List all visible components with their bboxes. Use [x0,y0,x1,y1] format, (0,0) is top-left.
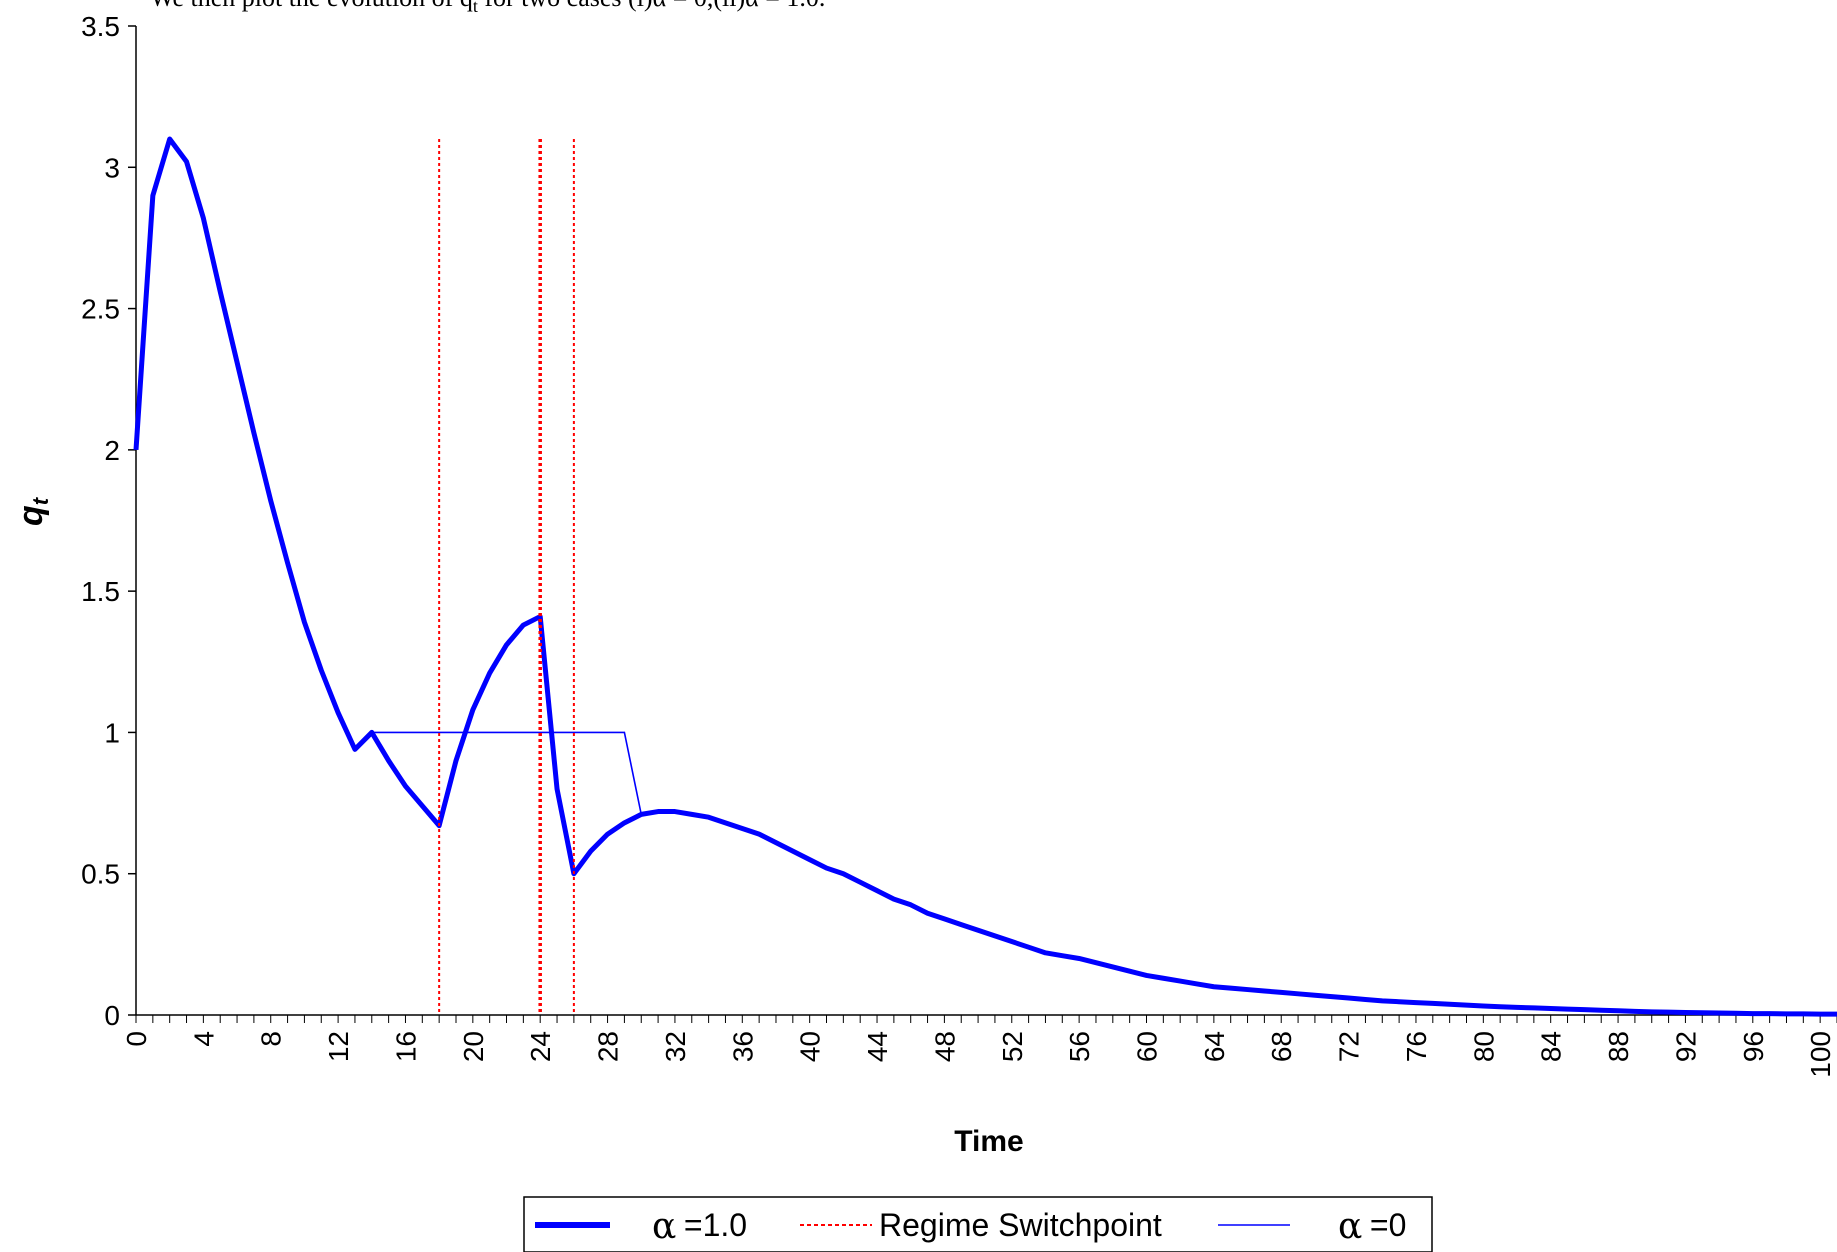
x-tick-label: 4 [188,1031,219,1047]
y-tick-label: 2.5 [81,294,120,325]
y-tick-label: 1 [104,717,120,748]
series-alpha-0-line [371,731,643,815]
x-axis-title: Time [954,1125,1023,1158]
x-tick-label: 76 [1401,1031,1432,1062]
x-tick-label: 68 [1266,1031,1297,1062]
x-tick-label: 52 [997,1031,1028,1062]
x-tick-label: 28 [593,1031,624,1062]
x-tick-label: 96 [1738,1031,1769,1062]
figure-caption: We then plot the evolution of qt for two… [150,0,825,16]
y-axis-title: qt [12,496,53,526]
legend-label-alpha-1: =1.0 [675,1207,747,1243]
x-tick-label: 12 [323,1031,354,1062]
x-tick-label: 8 [256,1031,287,1047]
y-tick-label: 0.5 [81,859,120,890]
x-tick-label: 20 [458,1031,489,1062]
series-layer [133,136,1837,1017]
x-tick-label: 48 [929,1031,960,1062]
legend-label-alpha-0: =0 [1361,1207,1406,1243]
x-tick-label: 24 [525,1031,556,1062]
x-tick-label: 88 [1603,1031,1634,1062]
y-ticks: 0 0.5 1 1.5 2 2.5 3 3.5 [81,11,136,1031]
x-tick-label: 92 [1670,1031,1701,1062]
x-tick-label: 60 [1131,1031,1162,1062]
x-tick-label: 0 [121,1031,152,1047]
x-tick-label: 80 [1468,1031,1499,1062]
legend-alpha-0-symbol: α [1338,1206,1362,1247]
x-tick-label: 40 [795,1031,826,1062]
y-tick-label: 3.5 [81,11,120,42]
y-tick-label: 3 [104,152,120,183]
y-tick-label: 1.5 [81,576,120,607]
legend-alpha-1-symbol: α [652,1206,676,1247]
x-tick-label: 56 [1064,1031,1095,1062]
legend: α =1.0 Regime Switchpoint α =0 [523,1196,1433,1252]
x-tick-label: 36 [727,1031,758,1062]
legend-label-regime-switchpoint: Regime Switchpoint [879,1207,1162,1243]
y-tick-label: 2 [104,435,120,466]
x-tick-label: 100 [1805,1031,1836,1078]
plot-area: 00.511.522.533.5 0 4 8 12 16 20 24 28 32 36 40 44 48… [81,11,1837,1078]
x-tick-label: 16 [390,1031,421,1062]
x-tick-label: 84 [1536,1031,1567,1062]
x-tick-label: 44 [862,1031,893,1062]
x-tick-label: 32 [660,1031,691,1062]
series-alpha-1-line [133,136,1837,1017]
x-ticks: 0 4 8 12 16 20 24 28 32 36 40 44 48 52 56 60 64 68 72 76 80 8… [121,1015,1837,1078]
y-tick-label: 0 [104,1000,120,1031]
x-tick-label: 64 [1199,1031,1230,1062]
x-tick-label: 72 [1334,1031,1365,1062]
